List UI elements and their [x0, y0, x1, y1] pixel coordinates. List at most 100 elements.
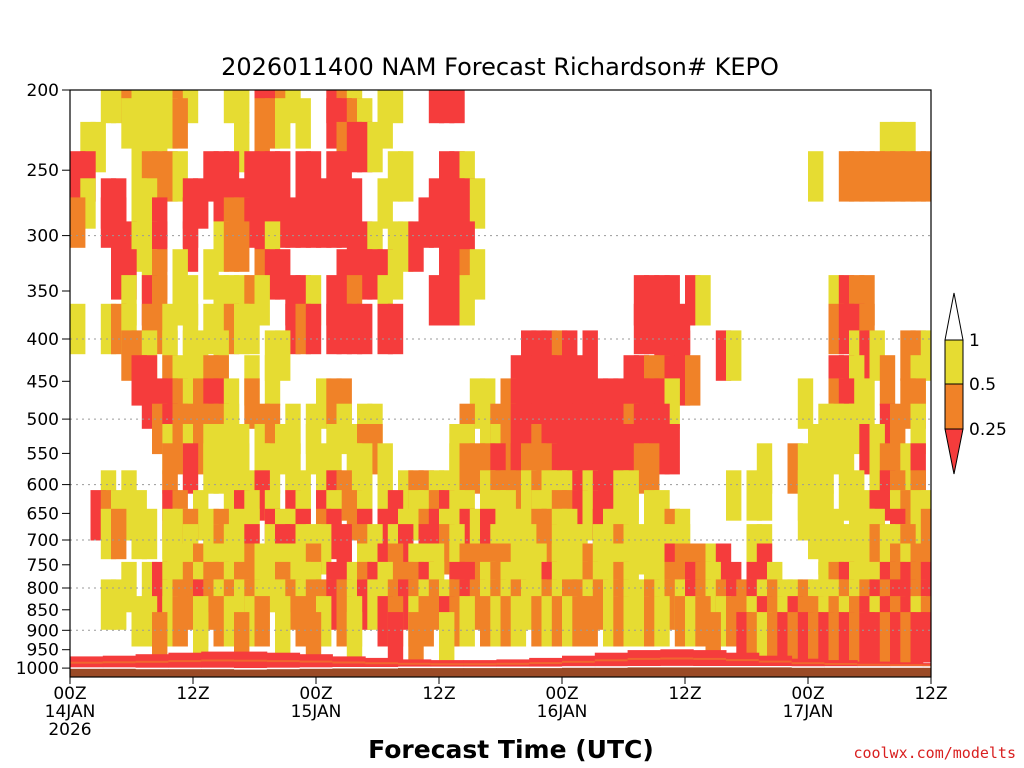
surface-gap	[758, 666, 793, 668]
cell-ri-0.5-1	[439, 612, 455, 663]
boundary-layer-band	[890, 664, 924, 667]
cell-ri-0.5-1	[295, 98, 311, 149]
cell-ri-0.25-0.5	[111, 508, 127, 560]
y-tick-label: 200	[27, 81, 59, 101]
y-tick-label: 300	[27, 227, 59, 247]
legend-swatch-ri-0.25-0.5	[944, 383, 964, 430]
x-axis-label: Forecast Time (UTC)	[368, 735, 654, 764]
ground-cell	[627, 667, 661, 677]
x-tick-label: 12Z	[422, 684, 455, 704]
surface-gap	[562, 666, 596, 668]
y-tick-label: 250	[27, 161, 59, 181]
ground-cell	[102, 668, 137, 677]
legend-cap-bottom	[944, 428, 964, 475]
x-tick-label: 00Z	[791, 684, 824, 704]
boundary-layer-band	[594, 659, 629, 662]
cell-ri-0.25-0.5	[920, 508, 932, 560]
ground-cell	[332, 668, 366, 677]
cell-ri-lt-0.25	[387, 612, 404, 663]
cell-ri-0.5-1	[346, 612, 363, 663]
cell-ri-0.25-0.5	[70, 197, 86, 248]
ground-cell	[660, 667, 694, 677]
cell-ri-lt-0.25	[305, 303, 322, 355]
plot-frame	[69, 89, 932, 678]
cell-ri-0.5-1	[726, 330, 742, 381]
y-tick-label: 700	[27, 531, 59, 551]
surface-gap	[201, 667, 235, 670]
surface-gap	[922, 666, 931, 668]
cell-ri-0.5-1	[808, 151, 824, 202]
surface-gap	[529, 666, 563, 669]
cell-ri-lt-0.25	[182, 443, 199, 494]
cell-ri-0.25-0.5	[644, 443, 660, 494]
cell-ri-lt-0.25	[387, 303, 404, 355]
boundary-layer-band	[430, 663, 465, 666]
ground-cell	[266, 669, 301, 677]
cell-ri-0.5-1	[193, 612, 209, 663]
boundary-layer-band	[758, 660, 793, 663]
cell-ri-0.5-1	[264, 355, 281, 406]
cell-ri-0.25-0.5	[408, 612, 424, 663]
boundary-layer-band	[726, 659, 760, 662]
boundary-layer-band	[922, 664, 931, 667]
cell-ri-lt-0.25	[357, 303, 373, 355]
cell-ri-0.5-1	[234, 90, 250, 124]
cell-ri-0.5-1	[920, 330, 932, 381]
surface-gap	[234, 668, 268, 670]
cell-ri-0.25-0.5	[920, 151, 932, 202]
boundary-layer-band	[135, 660, 169, 663]
cell-ri-0.25-0.5	[890, 403, 906, 455]
surface-gap	[824, 666, 858, 668]
cell-ri-0.25-0.5	[152, 612, 168, 663]
boundary-layer-band	[299, 660, 333, 663]
boundary-layer-band	[791, 662, 825, 665]
y-tick-label: 500	[27, 410, 59, 430]
cell-ri-0.5-1	[756, 470, 773, 521]
cell-ri-lt-0.25	[408, 221, 424, 272]
cell-ri-0.25-0.5	[582, 596, 598, 647]
cell-ri-0.5-1	[654, 596, 670, 647]
cell-ri-0.5-1	[377, 178, 393, 229]
ground-cell	[168, 669, 202, 677]
boundary-layer-band	[693, 657, 727, 660]
surface-gap	[857, 666, 891, 668]
cell-ri-0.5-1	[459, 275, 475, 326]
surface-gap	[693, 666, 727, 668]
boundary-layer	[70, 649, 931, 677]
ground-cell	[135, 669, 169, 677]
boundary-layer-band	[529, 662, 563, 665]
cell-ri-0.5-1	[510, 596, 527, 647]
cell-ri-0.5-1	[141, 508, 158, 560]
x-tick-label: 14JAN	[45, 702, 96, 722]
x-tick-label: 2026	[48, 720, 91, 740]
credit-label: coolwx.com/modelts	[853, 744, 1016, 762]
boundary-layer-band	[365, 662, 399, 665]
y-tick-label: 650	[27, 504, 59, 524]
ground-cell	[201, 669, 235, 677]
cell-ri-0.5-1	[695, 275, 711, 326]
x-tick-label: 12Z	[668, 684, 701, 704]
ground-cell	[70, 668, 104, 677]
cell-ri-0.5-1	[398, 151, 414, 202]
cell-ri-0.5-1	[459, 596, 475, 647]
y-tick-label: 1000	[16, 659, 59, 679]
surface-gap	[430, 666, 465, 669]
surface-gap	[332, 667, 366, 669]
y-tick-label: 950	[27, 641, 59, 661]
surface-gap	[726, 666, 760, 668]
cell-ri-0.5-1	[244, 303, 260, 355]
x-tick-label: 00Z	[53, 684, 86, 704]
cell-ri-0.5-1	[111, 579, 127, 630]
y-tick-label: 600	[27, 476, 59, 496]
ground-cell	[299, 668, 333, 677]
surface-gap	[299, 667, 333, 669]
ground-cell	[758, 667, 793, 677]
ground-cell	[857, 667, 891, 677]
boundary-layer-band	[234, 659, 268, 662]
cell-ri-0.5-1	[797, 378, 814, 429]
boundary-layer-band	[562, 660, 596, 663]
y-tick-label: 800	[27, 579, 59, 599]
ground-cell	[693, 667, 727, 677]
surface-gap	[266, 667, 301, 670]
